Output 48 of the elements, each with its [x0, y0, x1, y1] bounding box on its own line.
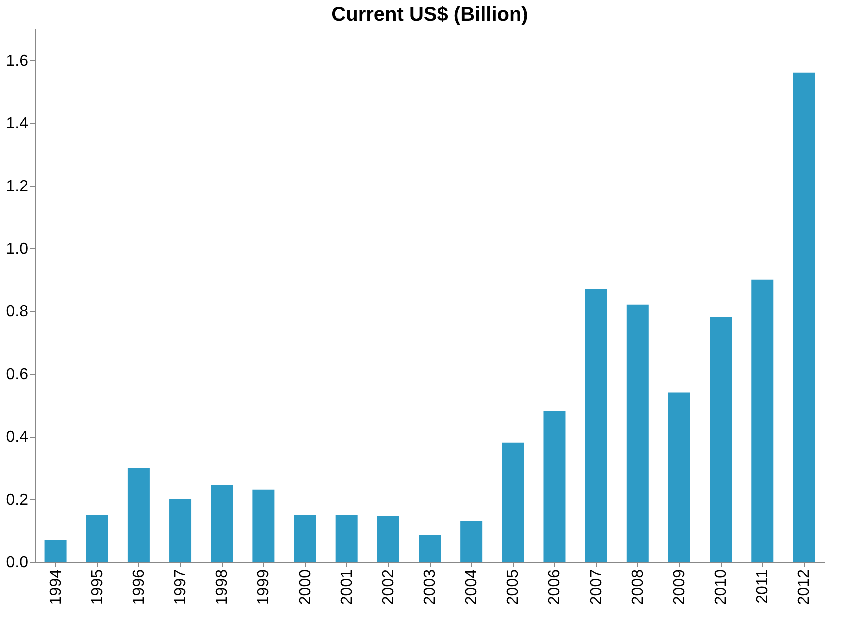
y-tick-label: 0.6 [6, 366, 29, 384]
x-tick-label: 1994 [48, 569, 65, 606]
bar [294, 514, 316, 562]
x-tick-label: 2009 [671, 569, 688, 606]
bar [585, 289, 608, 562]
y-tick-label: 1.2 [6, 178, 29, 196]
y-tick-label: 1.6 [6, 52, 29, 70]
x-tick-label: 2002 [380, 569, 398, 606]
chart-title: Current US$ (Billion) [332, 4, 528, 26]
bar [336, 514, 358, 562]
y-tick-label: 0.0 [6, 554, 29, 572]
x-tick-label: 2008 [630, 569, 647, 606]
x-tick-label: 1995 [89, 569, 106, 606]
bar [793, 72, 816, 562]
x-tick-label: 2005 [505, 569, 522, 606]
y-tick-label: 0.8 [6, 304, 29, 321]
bar [460, 521, 483, 562]
bar [668, 392, 690, 562]
x-tick-label: 2007 [588, 569, 606, 606]
y-tick-label: 1.4 [6, 116, 29, 133]
x-tick-label: 2004 [464, 569, 481, 606]
bar [710, 317, 732, 562]
x-tick-label: 2010 [713, 569, 730, 606]
x-tick-label: 2003 [422, 569, 439, 606]
x-tick-label: 2001 [338, 569, 356, 606]
bar [752, 280, 774, 562]
y-tick-label: 1.0 [6, 240, 29, 258]
bar [502, 442, 524, 562]
x-tick-label: 2000 [297, 569, 314, 606]
x-tick-label: 1996 [130, 569, 148, 606]
x-tick-label: 1999 [256, 569, 273, 606]
bar [44, 540, 67, 562]
x-tick-label: 1997 [172, 569, 190, 606]
bar [211, 485, 234, 562]
bar [419, 535, 441, 562]
bar [377, 516, 400, 562]
bar [86, 514, 108, 562]
bar [626, 304, 649, 562]
bar [170, 499, 192, 562]
bar [128, 468, 150, 562]
x-tick-label: 2011 [754, 569, 772, 604]
bar [544, 412, 566, 562]
x-tick-label: 1998 [214, 569, 232, 606]
x-tick-label: 2012 [796, 569, 814, 606]
y-tick-label: 0.2 [6, 492, 29, 509]
bar [252, 490, 275, 562]
y-tick-label: 0.4 [6, 429, 29, 446]
x-tick-label: 2006 [546, 569, 564, 606]
